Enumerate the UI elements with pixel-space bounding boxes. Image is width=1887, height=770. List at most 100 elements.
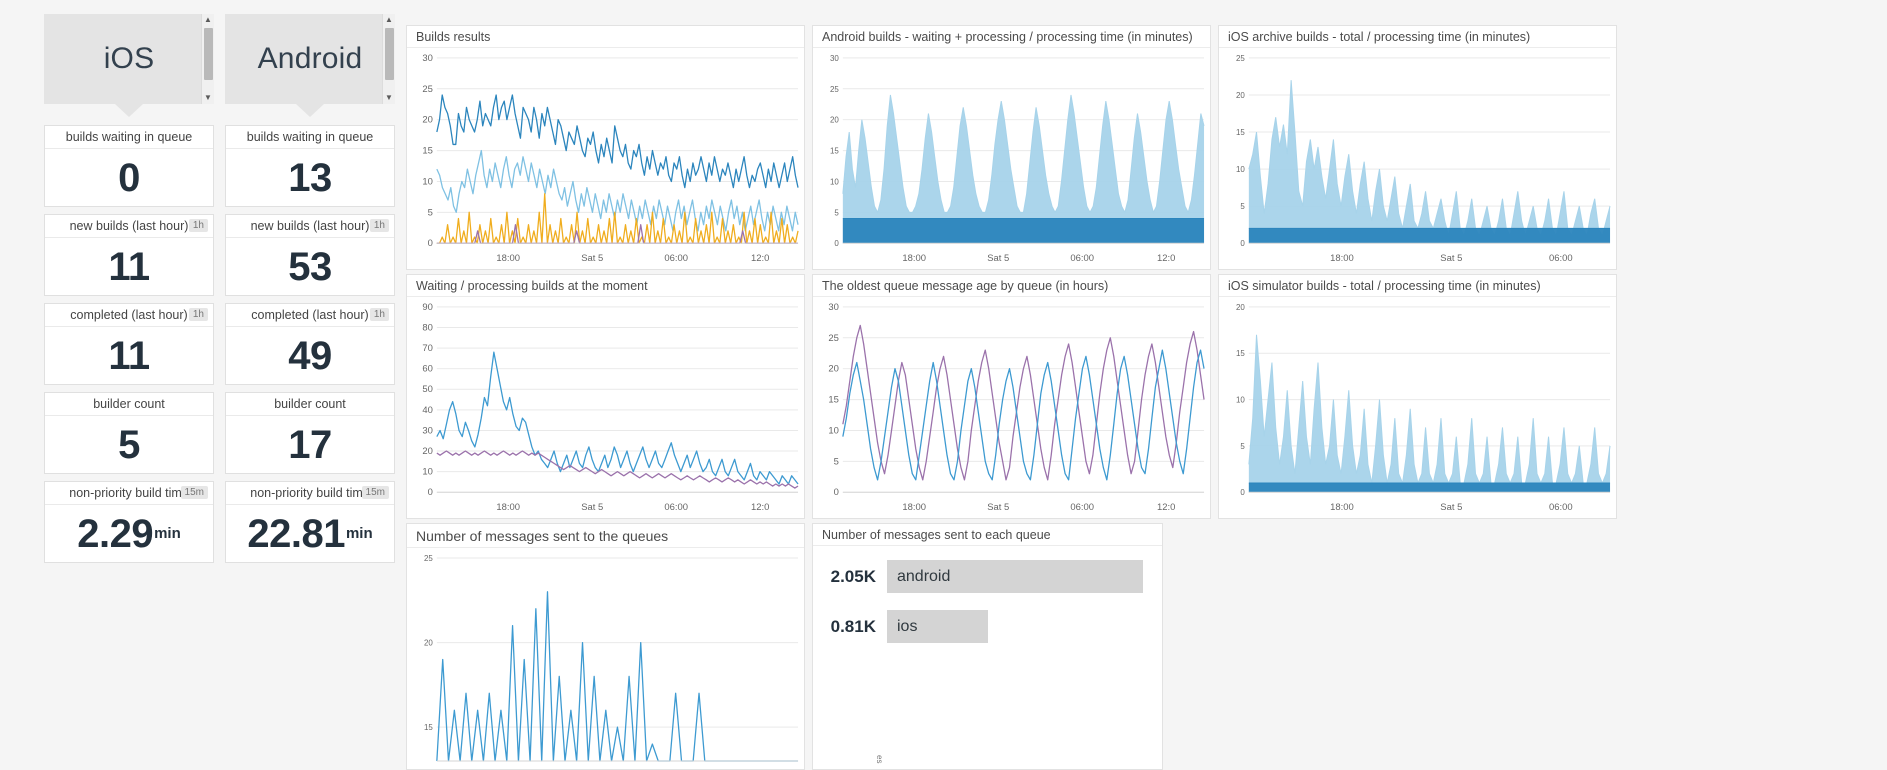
svg-text:25: 25	[1236, 54, 1245, 63]
stat-timerange-badge: 1h	[369, 308, 389, 321]
queue-value: 0.81K	[830, 616, 876, 636]
svg-text:20: 20	[422, 445, 433, 456]
panel-messages-each-queue[interactable]: Number of messages sent to each queue 2.…	[812, 523, 1163, 770]
queue-label: ios	[897, 617, 918, 635]
panel-title: iOS archive builds - total / processing …	[1219, 26, 1616, 48]
svg-text:30: 30	[830, 54, 839, 63]
svg-text:60: 60	[422, 363, 433, 374]
svg-text:06:00: 06:00	[664, 501, 688, 512]
stat-panel-ios-new-builds[interactable]: new builds (last hour) 1h 11	[44, 214, 214, 296]
panel-title: iOS simulator builds - total / processin…	[1219, 275, 1616, 297]
chart-builds-results[interactable]: 0 5 10 15 20 25 30 18:00 Sat 5 06:00 12:0	[407, 48, 804, 269]
stat-body: 11	[45, 238, 213, 295]
chart-ios-simulator[interactable]: 0 5 10 15 20 18:00 Sat 5 06:00	[1219, 297, 1616, 518]
svg-text:0: 0	[1240, 239, 1245, 248]
panel-ios-archive-builds[interactable]: iOS archive builds - total / processing …	[1218, 25, 1617, 270]
svg-text:12:0: 12:0	[1157, 501, 1175, 512]
svg-text:20: 20	[1236, 91, 1245, 100]
svg-text:Sat 5: Sat 5	[987, 252, 1009, 263]
chart-svg: 0 5 10 15 20 25 30 18:00 Sat 5 06:00 12:0	[422, 52, 799, 263]
stat-body: 22.81 min	[226, 505, 394, 562]
svg-text:12:0: 12:0	[1157, 252, 1175, 263]
stat-label: completed (last hour)	[70, 308, 188, 322]
stat-header: new builds (last hour) 1h	[226, 215, 394, 238]
chart-messages-queues[interactable]: 15 20 25	[407, 548, 804, 770]
panel-waiting-processing[interactable]: Waiting / processing builds at the momen…	[406, 274, 805, 519]
svg-text:06:00: 06:00	[1549, 501, 1573, 512]
queue-bar-row-android[interactable]: 2.05K android	[813, 560, 1162, 593]
scroll-down-icon[interactable]: ▼	[204, 93, 212, 102]
svg-text:70: 70	[422, 342, 433, 353]
chart-svg: 0 5 10 15 20 25 30 18:00 Sat 5 06:00 12:0	[830, 54, 1205, 263]
panel-android-builds[interactable]: Android builds - waiting + processing / …	[812, 25, 1211, 270]
stat-body: 49	[226, 327, 394, 384]
stat-body: 5	[45, 416, 213, 473]
stat-timerange-badge: 15m	[361, 486, 389, 499]
stat-panel-android-build-time[interactable]: non-priority build time 15m 22.81 min	[225, 481, 395, 563]
stat-label: new builds (last hour)	[69, 219, 189, 233]
svg-text:25: 25	[422, 83, 433, 94]
stat-label: completed (last hour)	[251, 308, 369, 322]
svg-text:Sat 5: Sat 5	[1440, 252, 1462, 263]
stat-value: 49	[288, 333, 332, 378]
scroll-thumb[interactable]	[203, 28, 213, 80]
stat-panel-android-completed[interactable]: completed (last hour) 1h 49	[225, 303, 395, 385]
stat-panel-android-builds-waiting[interactable]: builds waiting in queue 13	[225, 125, 395, 207]
scroll-up-icon[interactable]: ▲	[204, 15, 212, 24]
platform-scrollbar-android[interactable]: ▲ ▼	[382, 14, 395, 104]
stat-label: non-priority build time	[69, 486, 189, 500]
svg-text:18:00: 18:00	[902, 252, 926, 263]
panel-messages-sent-queues[interactable]: Number of messages sent to the queues 15…	[406, 523, 805, 770]
stat-timerange-badge: 1h	[188, 219, 208, 232]
stat-body: 53	[226, 238, 394, 295]
stat-panel-android-builder-count[interactable]: builder count 17	[225, 392, 395, 474]
stat-timerange-badge: 1h	[188, 308, 208, 321]
stat-value: 53	[288, 244, 332, 289]
stat-panel-ios-builder-count[interactable]: builder count 5	[44, 392, 214, 474]
queue-bar-list-wrap: 2.05K android 0.81K ios es	[813, 546, 1162, 769]
platform-title-ios: iOS	[103, 42, 155, 75]
panel-ios-simulator-builds[interactable]: iOS simulator builds - total / processin…	[1218, 274, 1617, 519]
stat-panel-android-new-builds[interactable]: new builds (last hour) 1h 53	[225, 214, 395, 296]
chart-ios-archive[interactable]: 0 5 10 15 20 25 18:00 Sat 5 06:00	[1219, 48, 1616, 269]
scroll-thumb[interactable]	[384, 28, 394, 80]
svg-text:50: 50	[422, 383, 433, 394]
platform-header-android[interactable]: Android ▲ ▼	[225, 14, 395, 104]
svg-text:30: 30	[828, 301, 839, 312]
stat-label: builder count	[274, 397, 346, 411]
svg-text:15: 15	[828, 394, 839, 405]
stat-panel-ios-builds-waiting[interactable]: builds waiting in queue 0	[44, 125, 214, 207]
stat-panel-ios-completed[interactable]: completed (last hour) 1h 11	[44, 303, 214, 385]
queue-label: android	[897, 567, 951, 585]
panel-title: Android builds - waiting + processing / …	[813, 26, 1210, 48]
stat-body: 17	[226, 416, 394, 473]
queue-bar: ios	[887, 610, 988, 643]
chart-android-builds[interactable]: 0 5 10 15 20 25 30 18:00 Sat 5 06:00 12:0	[813, 48, 1210, 269]
stat-label: builder count	[93, 397, 165, 411]
stat-body: 2.29 min	[45, 505, 213, 562]
chart-waiting-processing[interactable]: 0 10 20 30 40 50 60 70 80 90 18:00 Sat 5 06:00 12:0	[407, 297, 804, 518]
svg-text:20: 20	[424, 639, 433, 648]
svg-text:10: 10	[422, 175, 433, 186]
scroll-down-icon[interactable]: ▼	[385, 93, 393, 102]
svg-text:5: 5	[834, 208, 839, 217]
svg-text:15: 15	[424, 723, 433, 732]
scroll-up-icon[interactable]: ▲	[385, 15, 393, 24]
queue-bar-row-ios[interactable]: 0.81K ios	[813, 610, 1162, 643]
panel-builds-results[interactable]: Builds results 0 5 10 15 20 25 30 18:00 Sat 5 06:…	[406, 25, 805, 270]
queue-bar-list: 2.05K android 0.81K ios es	[813, 546, 1162, 763]
svg-text:06:00: 06:00	[664, 252, 688, 263]
stat-body: 0	[45, 149, 213, 206]
svg-text:Sat 5: Sat 5	[581, 501, 603, 512]
svg-text:18:00: 18:00	[496, 501, 520, 512]
platform-header-ios[interactable]: iOS ▲ ▼	[44, 14, 214, 104]
stat-header: completed (last hour) 1h	[226, 304, 394, 327]
platform-scrollbar-ios[interactable]: ▲ ▼	[201, 14, 214, 104]
panel-oldest-queue-age[interactable]: The oldest queue message age by queue (i…	[812, 274, 1211, 519]
chart-svg: 15 20 25	[424, 554, 799, 762]
stat-panel-ios-build-time[interactable]: non-priority build time 15m 2.29 min	[44, 481, 214, 563]
svg-text:90: 90	[422, 301, 433, 312]
chart-oldest-queue[interactable]: 0 5 10 15 20 25 30 18:00 Sat 5 06:00 12:0	[813, 297, 1210, 518]
stat-value: 17	[288, 422, 332, 467]
svg-text:15: 15	[830, 147, 839, 156]
